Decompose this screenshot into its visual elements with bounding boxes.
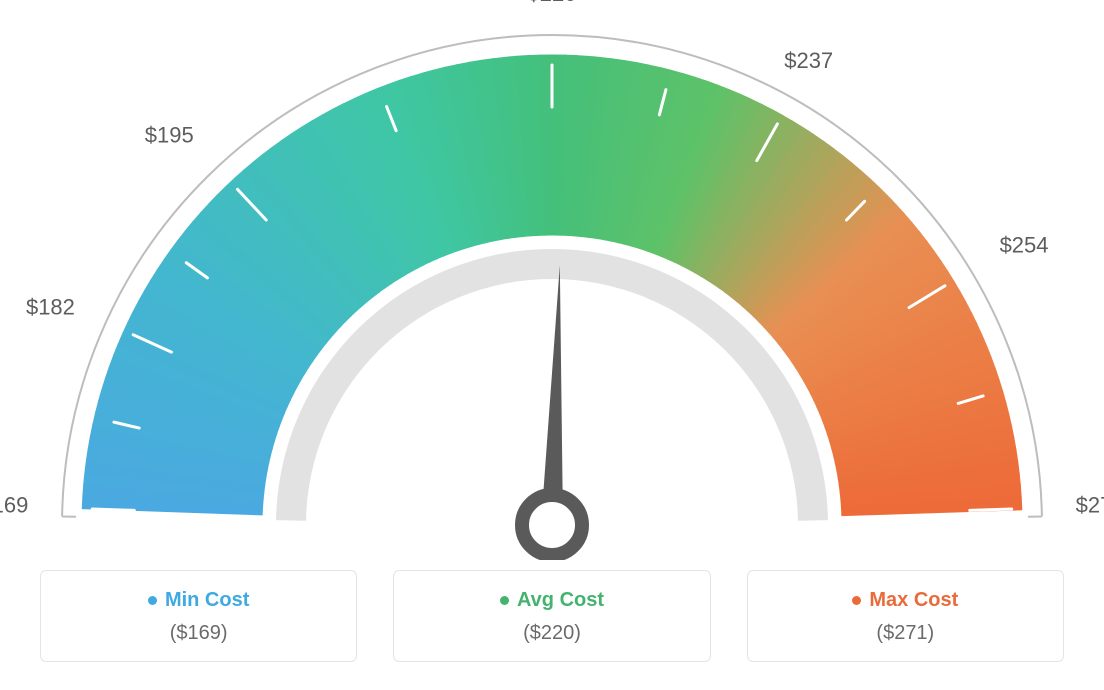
legend-row: Min Cost ($169) Avg Cost ($220) Max Cost ($27… [0,570,1104,662]
tick-label: $195 [145,123,194,148]
tick-label: $182 [26,294,75,319]
cost-gauge-infographic: $169 $182 $195 $220 $237 $254 $271 Min Cost ($1… [0,0,1104,690]
tick-label: $169 [0,493,28,518]
legend-dot-icon [500,596,509,605]
legend-title-min: Min Cost [148,589,249,612]
tick-label: $254 [1000,233,1049,258]
legend-title-max: Max Cost [852,589,958,612]
legend-card-min: Min Cost ($169) [40,570,357,662]
legend-label-text: Avg Cost [517,589,604,612]
gauge-area: $169 $182 $195 $220 $237 $254 $271 [0,0,1104,560]
tick-label: $237 [784,48,833,73]
legend-label-text: Max Cost [869,589,958,612]
legend-value-avg: ($220) [404,622,699,645]
tick-label: $220 [528,0,577,6]
legend-dot-icon [148,596,157,605]
legend-card-max: Max Cost ($271) [747,570,1064,662]
legend-title-avg: Avg Cost [500,589,604,612]
legend-value-max: ($271) [758,622,1053,645]
legend-card-avg: Avg Cost ($220) [393,570,710,662]
gauge-needle [541,265,563,525]
legend-dot-icon [852,596,861,605]
tick-label: $271 [1076,493,1104,518]
legend-value-min: ($169) [51,622,346,645]
gauge-needle-hub [522,495,582,555]
gauge-svg: $169 $182 $195 $220 $237 $254 $271 [0,0,1104,560]
legend-label-text: Min Cost [165,589,249,612]
